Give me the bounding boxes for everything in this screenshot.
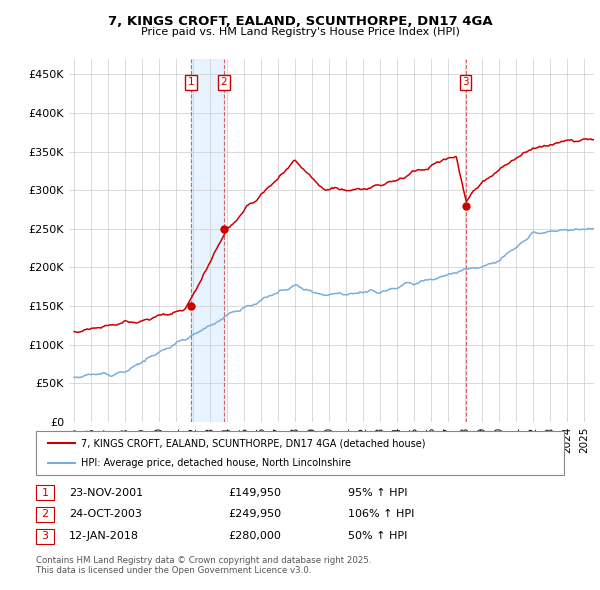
Text: 95% ↑ HPI: 95% ↑ HPI: [348, 488, 407, 497]
Text: £249,950: £249,950: [228, 510, 281, 519]
Text: HPI: Average price, detached house, North Lincolnshire: HPI: Average price, detached house, Nort…: [81, 458, 351, 467]
Text: £149,950: £149,950: [228, 488, 281, 497]
Text: 24-OCT-2003: 24-OCT-2003: [69, 510, 142, 519]
Text: 2: 2: [220, 77, 227, 87]
Text: 106% ↑ HPI: 106% ↑ HPI: [348, 510, 415, 519]
Text: 3: 3: [41, 532, 49, 541]
Text: 7, KINGS CROFT, EALAND, SCUNTHORPE, DN17 4GA (detached house): 7, KINGS CROFT, EALAND, SCUNTHORPE, DN17…: [81, 438, 425, 448]
Text: 12-JAN-2018: 12-JAN-2018: [69, 532, 139, 541]
Text: 50% ↑ HPI: 50% ↑ HPI: [348, 532, 407, 541]
Text: 3: 3: [462, 77, 469, 87]
Text: 1: 1: [41, 488, 49, 497]
Text: Contains HM Land Registry data © Crown copyright and database right 2025.
This d: Contains HM Land Registry data © Crown c…: [36, 556, 371, 575]
Text: 1: 1: [188, 77, 194, 87]
Text: 2: 2: [41, 510, 49, 519]
Text: 7, KINGS CROFT, EALAND, SCUNTHORPE, DN17 4GA: 7, KINGS CROFT, EALAND, SCUNTHORPE, DN17…: [107, 15, 493, 28]
Bar: [191, 59, 224, 422]
Text: 23-NOV-2001: 23-NOV-2001: [69, 488, 143, 497]
Text: Price paid vs. HM Land Registry's House Price Index (HPI): Price paid vs. HM Land Registry's House …: [140, 27, 460, 37]
Text: £280,000: £280,000: [228, 532, 281, 541]
